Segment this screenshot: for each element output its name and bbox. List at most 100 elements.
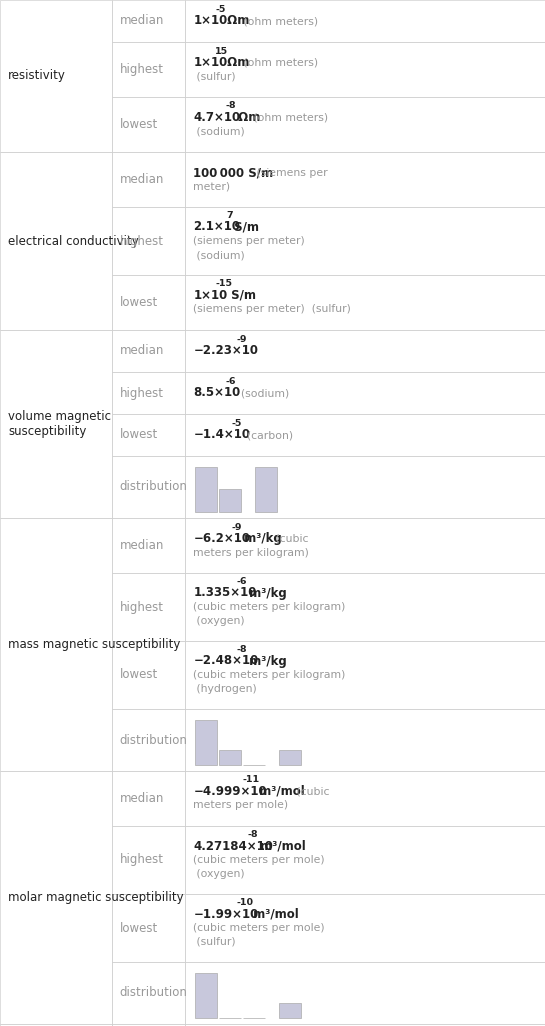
Text: -10: -10 <box>237 898 254 907</box>
Bar <box>195 720 217 764</box>
Bar <box>185 1024 545 1026</box>
Bar <box>185 641 545 709</box>
Bar <box>0 152 112 330</box>
Text: highest: highest <box>120 63 164 76</box>
Bar <box>185 771 545 826</box>
Text: (ohm meters): (ohm meters) <box>240 16 318 26</box>
Bar <box>112 372 185 415</box>
Text: -6: -6 <box>226 377 237 386</box>
Text: 4.27184×10: 4.27184×10 <box>193 839 273 853</box>
Text: (sodium): (sodium) <box>193 126 245 136</box>
Bar <box>112 894 185 962</box>
Text: -9: -9 <box>237 336 247 344</box>
Bar <box>112 415 185 456</box>
Text: 7: 7 <box>226 211 233 220</box>
Text: 2.1×10: 2.1×10 <box>193 221 240 234</box>
Text: S/m: S/m <box>227 289 256 302</box>
Text: Ωm: Ωm <box>234 111 261 124</box>
Bar <box>255 467 277 512</box>
Text: (ohm meters): (ohm meters) <box>250 113 329 122</box>
Text: (siemens per: (siemens per <box>253 167 328 177</box>
Text: median: median <box>120 792 164 805</box>
Text: Ωm: Ωm <box>223 56 250 69</box>
Bar <box>112 456 185 518</box>
Text: -8: -8 <box>247 830 258 839</box>
Bar <box>185 0 545 42</box>
Text: -11: -11 <box>243 776 259 785</box>
Text: (sodium): (sodium) <box>193 250 245 260</box>
Text: −1.99×10: −1.99×10 <box>193 908 258 920</box>
Text: -8: -8 <box>226 102 237 111</box>
Bar <box>112 573 185 641</box>
Text: meters per mole): meters per mole) <box>193 800 288 811</box>
Text: (cubic: (cubic <box>293 787 329 796</box>
Text: 1×10: 1×10 <box>193 14 228 28</box>
Bar <box>185 275 545 330</box>
Text: (oxygen): (oxygen) <box>193 869 245 879</box>
Bar <box>219 489 241 512</box>
Text: 1.335×10: 1.335×10 <box>193 587 257 599</box>
Bar <box>195 973 217 1018</box>
Text: (ohm meters): (ohm meters) <box>240 57 318 68</box>
Text: -5: -5 <box>215 5 226 14</box>
Bar <box>185 573 545 641</box>
Text: m³/kg: m³/kg <box>245 587 287 599</box>
Bar <box>112 207 185 275</box>
Text: volume magnetic
susceptibility: volume magnetic susceptibility <box>8 410 111 438</box>
Text: (hydrogen): (hydrogen) <box>193 684 257 694</box>
Text: (cubic meters per mole): (cubic meters per mole) <box>193 855 325 865</box>
Bar <box>0 1024 112 1026</box>
Bar <box>112 771 185 826</box>
Bar <box>112 518 185 573</box>
Text: electrical conductivity: electrical conductivity <box>8 235 139 247</box>
Bar <box>195 467 217 512</box>
Text: −4.999×10: −4.999×10 <box>193 785 267 798</box>
Bar <box>112 330 185 372</box>
Text: (sulfur): (sulfur) <box>193 72 236 81</box>
Text: meter): meter) <box>193 182 231 192</box>
Text: 15: 15 <box>215 46 228 55</box>
Text: (carbon): (carbon) <box>240 430 293 440</box>
Text: resistivity: resistivity <box>8 70 66 82</box>
Text: mass magnetic susceptibility: mass magnetic susceptibility <box>8 638 180 652</box>
Bar <box>185 207 545 275</box>
Text: S/m: S/m <box>230 221 259 234</box>
Text: highest: highest <box>120 235 164 247</box>
Text: distribution: distribution <box>120 480 187 494</box>
Text: m³/mol: m³/mol <box>256 839 306 853</box>
Text: m³/kg: m³/kg <box>240 532 281 545</box>
Text: -6: -6 <box>237 577 247 586</box>
Bar <box>279 1003 301 1018</box>
Text: m³/mol: m³/mol <box>249 908 299 920</box>
Text: median: median <box>120 173 164 186</box>
Bar <box>185 709 545 771</box>
Bar <box>0 0 112 152</box>
Text: -9: -9 <box>232 522 242 531</box>
Bar <box>0 518 112 771</box>
Bar <box>112 97 185 152</box>
Text: m³/mol: m³/mol <box>255 785 304 798</box>
Text: distribution: distribution <box>120 987 187 999</box>
Bar <box>185 330 545 372</box>
Text: median: median <box>120 345 164 357</box>
Text: highest: highest <box>120 600 164 614</box>
Text: meters per kilogram): meters per kilogram) <box>193 548 309 557</box>
Bar <box>185 456 545 518</box>
Bar <box>112 962 185 1024</box>
Bar <box>185 894 545 962</box>
Bar <box>112 152 185 207</box>
Bar <box>185 152 545 207</box>
Text: lowest: lowest <box>120 921 158 935</box>
Text: distribution: distribution <box>120 734 187 747</box>
Text: median: median <box>120 14 164 28</box>
Text: −2.48×10: −2.48×10 <box>193 655 258 668</box>
Text: lowest: lowest <box>120 118 158 131</box>
Text: -15: -15 <box>215 279 232 288</box>
Bar <box>0 771 112 1024</box>
Text: m³/kg: m³/kg <box>245 655 287 668</box>
Bar <box>112 709 185 771</box>
Text: (siemens per meter): (siemens per meter) <box>193 236 305 246</box>
Bar <box>0 330 112 518</box>
Text: 100 000 S/m: 100 000 S/m <box>193 166 274 179</box>
Text: median: median <box>120 539 164 552</box>
